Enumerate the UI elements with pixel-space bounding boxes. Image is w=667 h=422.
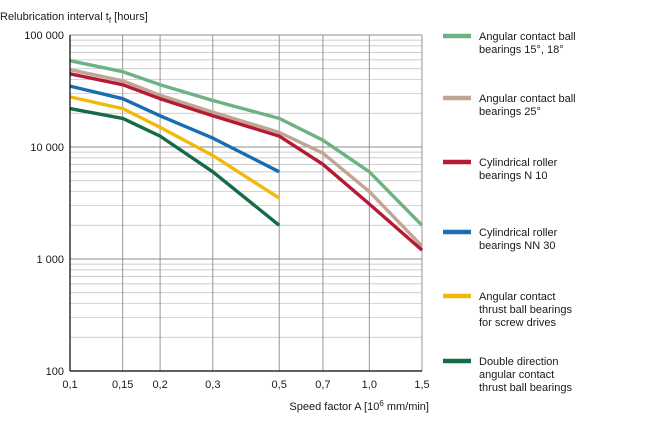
x-tick-label: 0,2 <box>152 379 167 391</box>
series-lines <box>69 59 424 252</box>
legend-label: bearings NN 30 <box>479 240 555 252</box>
legend-label: Angular contact ball <box>479 31 576 43</box>
legend-label: Angular contact <box>479 291 555 303</box>
legend-label: Cylindrical roller <box>479 157 558 169</box>
x-tick-label: 1,0 <box>362 379 377 391</box>
legend-label: Cylindrical roller <box>479 227 558 239</box>
x-tick-label: 0,15 <box>112 379 133 391</box>
legend-label: angular contact <box>479 369 554 381</box>
series-line <box>69 106 281 227</box>
legend-label: bearings 25° <box>479 106 541 118</box>
x-axis-label: Speed factor A [106 mm/min] <box>289 399 429 413</box>
y-tick-label: 100 <box>46 366 64 378</box>
series-line <box>69 59 424 227</box>
series-line <box>69 84 280 174</box>
y-tick-label: 100 000 <box>24 30 64 42</box>
x-tick-label: 1,5 <box>414 379 429 391</box>
series-line <box>69 95 281 200</box>
legend-label: thrust ball bearings <box>479 382 572 394</box>
y-axis-label: Relubrication interval tf [hours] <box>0 11 148 25</box>
x-tick-label: 0,5 <box>272 379 287 391</box>
x-tick-label: 0,7 <box>315 379 330 391</box>
y-tick-label: 10 000 <box>30 142 64 154</box>
legend-label: bearings N 10 <box>479 170 548 182</box>
legend-label: Angular contact ball <box>479 93 576 105</box>
legend-label: bearings 15°, 18° <box>479 44 564 56</box>
y-tick-label: 1 000 <box>36 254 64 266</box>
x-tick-label: 0,1 <box>62 379 77 391</box>
axes <box>69 35 422 372</box>
tick-labels: 100 1 000 10 000 100 000 0,1 0,15 0,2 0,3 0,5 0,7… <box>24 30 429 391</box>
legend-label: for screw drives <box>479 317 557 329</box>
series-line <box>69 72 424 252</box>
legend-label: Double direction <box>479 356 559 368</box>
x-tick-label: 0,3 <box>205 379 220 391</box>
series-line <box>69 68 424 248</box>
legend-label: thrust ball bearings <box>479 304 572 316</box>
